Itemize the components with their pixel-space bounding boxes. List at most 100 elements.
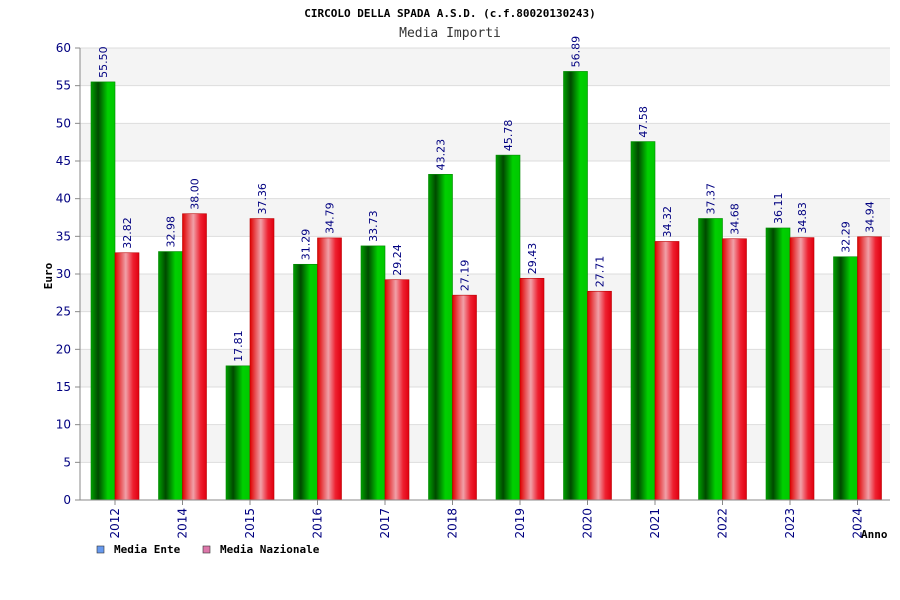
x-tick-label-2024: 2024 [851,508,865,539]
bar-media-nazionale-2015 [249,218,275,501]
plot-band [80,123,890,161]
plot-band [80,236,890,274]
plot-band [80,424,890,463]
bar-media-nazionale-2014 [182,213,207,501]
y-tick-label: 0 [63,493,71,507]
x-axis-ticks: 2012 2014 2015 2016 2017 2018 2019 2020 2021 2022… [108,500,865,539]
legend: Media Ente Media Nazionale [96,543,320,556]
value-label-media-nazionale-2019: 29.43 [526,243,539,275]
plot-band [80,311,890,350]
y-tick-label: 15 [56,380,71,394]
legend-label-media-ente: Media Ente [114,543,181,556]
chart-title: CIRCOLO DELLA SPADA A.S.D. (c.f.80020130… [304,7,595,20]
x-tick-label-2019: 2019 [513,508,527,539]
value-label-media-ente-2023: 36.11 [772,192,785,224]
bar-media-nazionale-2023 [789,237,815,501]
plot-band [80,161,890,199]
plot-band [80,274,890,312]
y-tick-label: 20 [56,342,71,356]
bar-media-ente-2020 [563,71,588,501]
bar-media-nazionale-2017 [384,279,410,501]
value-label-media-ente-2012: 55.50 [97,46,110,78]
y-tick-label: 45 [56,154,71,168]
x-tick-label-2018: 2018 [446,508,460,539]
bar-media-ente-2019 [495,154,521,501]
y-axis-label: Euro [42,262,55,289]
plot-band [80,462,890,500]
value-label-media-ente-2024: 32.29 [840,221,853,253]
value-label-media-ente-2019: 45.78 [502,120,515,152]
value-label-media-nazionale-2012: 32.82 [121,217,134,249]
value-label-media-nazionale-2021: 34.32 [661,206,674,238]
y-tick-label: 35 [56,229,71,243]
x-tick-label-2017: 2017 [378,508,392,539]
value-label-media-ente-2014: 32.98 [165,216,178,248]
plot-band [80,85,890,124]
bar-media-nazionale-2024 [857,236,882,501]
x-tick-label-2014: 2014 [176,508,190,539]
value-label-media-ente-2017: 33.73 [367,210,380,242]
bars [90,71,882,501]
legend-item-media-ente: Media Ente [96,543,181,556]
x-tick-label-2016: 2016 [311,508,325,539]
y-tick-label: 60 [56,41,71,55]
x-tick-label-2021: 2021 [648,508,662,539]
value-labels: 55.50 32.82 32.98 38.00 17.81 37.36 31.29 34.79… [97,36,877,362]
bar-media-ente-2017 [360,245,386,501]
x-axis-label: Anno [861,528,888,541]
value-label-media-ente-2018: 43.23 [435,139,448,171]
value-label-media-nazionale-2018: 27.19 [459,260,472,292]
bar-media-ente-2023 [765,227,791,501]
plot-band [80,349,890,387]
value-label-media-ente-2016: 31.29 [300,229,313,261]
value-label-media-nazionale-2016: 34.79 [324,202,337,234]
y-tick-label: 25 [56,305,71,319]
bar-media-nazionale-2016 [317,237,342,501]
x-tick-label-2012: 2012 [108,508,122,539]
legend-swatch-media-nazionale [202,545,211,554]
plot-band [80,48,890,86]
bar-media-ente-2012 [90,81,116,501]
value-label-media-nazionale-2024: 34.94 [864,201,877,233]
bar-media-ente-2014 [158,251,183,501]
plot-band [80,198,890,237]
value-label-media-nazionale-2014: 38.00 [189,178,202,210]
value-label-media-ente-2020: 56.89 [570,36,583,68]
x-tick-label-2020: 2020 [581,508,595,539]
x-tick-label-2022: 2022 [716,508,730,539]
value-label-media-ente-2015: 17.81 [232,330,245,362]
value-label-media-nazionale-2023: 34.83 [796,202,809,234]
plot-band [80,387,890,425]
legend-item-media-nazionale: Media Nazionale [202,543,320,556]
value-label-media-nazionale-2015: 37.36 [256,183,269,215]
value-label-media-nazionale-2017: 29.24 [391,244,404,276]
bar-media-ente-2022 [698,218,723,501]
value-label-media-ente-2022: 37.37 [705,183,718,215]
value-label-media-ente-2021: 47.58 [637,106,650,138]
legend-label-media-nazionale: Media Nazionale [220,543,320,556]
bar-media-ente-2021 [630,141,656,501]
y-tick-label: 5 [63,455,71,469]
plot-background [80,48,890,500]
bar-media-ente-2016 [293,263,318,501]
y-tick-label: 40 [56,192,71,206]
bar-media-nazionale-2020 [587,290,612,501]
y-tick-label: 55 [56,79,71,93]
bar-media-nazionale-2012 [114,252,140,501]
y-tick-label: 10 [56,418,71,432]
bar-media-ente-2018 [428,174,453,501]
value-label-media-nazionale-2022: 34.68 [729,203,742,235]
bar-media-nazionale-2018 [452,294,477,501]
x-tick-label-2023: 2023 [783,508,797,539]
bar-media-ente-2024 [833,256,858,501]
value-label-media-nazionale-2020: 27.71 [594,256,607,288]
chart-subtitle: Media Importi [399,26,501,41]
y-tick-label: 30 [56,267,71,281]
y-axis-ticks: 0 5 10 15 20 25 30 35 40 45 50 55 60 [56,41,80,507]
legend-swatch-media-ente [96,545,105,554]
bar-media-nazionale-2019 [519,277,545,501]
x-tick-label-2015: 2015 [243,508,257,539]
bar-media-nazionale-2022 [722,238,747,501]
bar-media-nazionale-2021 [654,241,680,501]
